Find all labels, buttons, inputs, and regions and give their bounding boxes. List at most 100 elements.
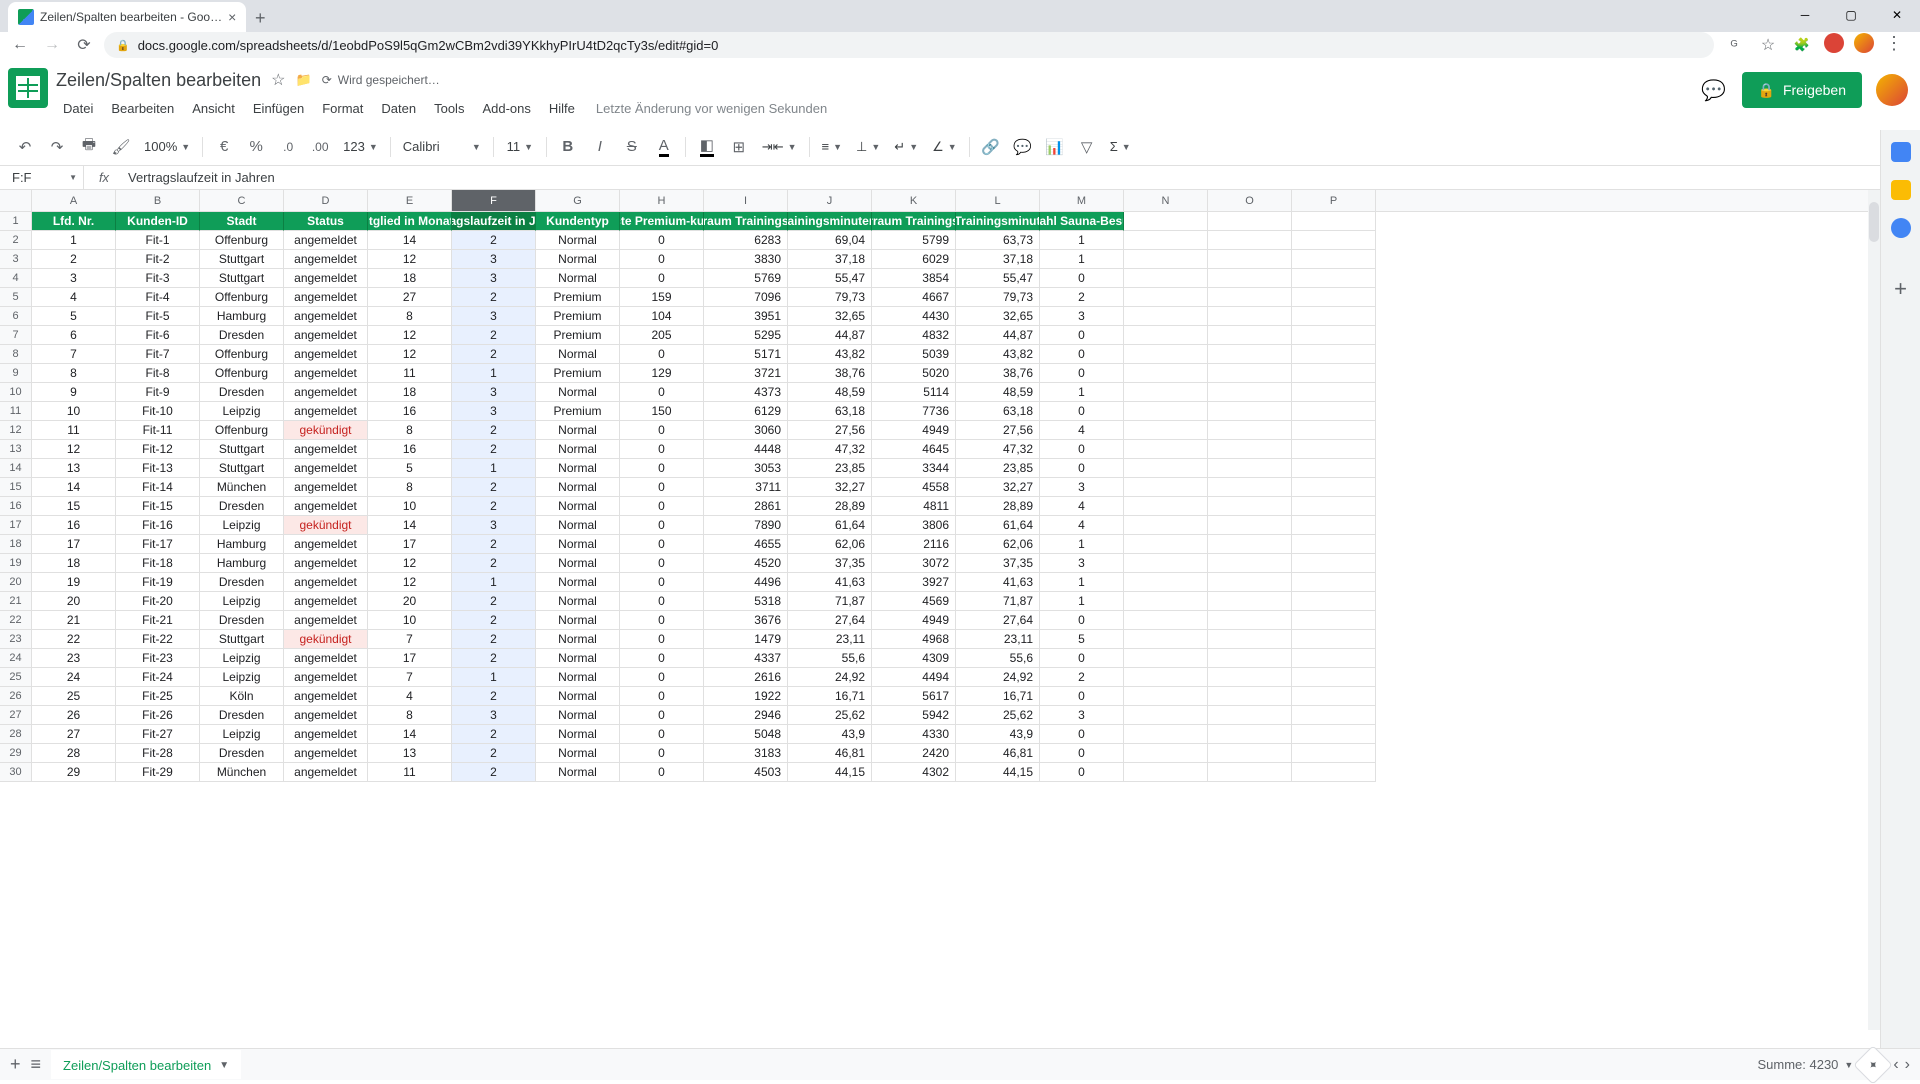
- bookmark-icon[interactable]: ☆: [1756, 33, 1780, 57]
- cell[interactable]: 6: [32, 326, 116, 345]
- sheet-tab-menu-icon[interactable]: ▼: [219, 1060, 229, 1071]
- cell[interactable]: Leipzig: [200, 402, 284, 421]
- cell[interactable]: Premium: [536, 364, 620, 383]
- cell[interactable]: [1208, 516, 1292, 535]
- cell[interactable]: 43,82: [788, 345, 872, 364]
- cell[interactable]: 12: [368, 554, 452, 573]
- cell[interactable]: [1208, 459, 1292, 478]
- cell[interactable]: 3: [452, 250, 536, 269]
- extensions-icon[interactable]: 🧩: [1790, 33, 1814, 57]
- column-header[interactable]: M: [1040, 190, 1124, 211]
- row-header[interactable]: 2: [0, 231, 32, 250]
- cell[interactable]: Normal: [536, 231, 620, 250]
- cell[interactable]: 22: [32, 630, 116, 649]
- translate-icon[interactable]: ᴳ: [1722, 33, 1746, 57]
- cell[interactable]: 63,18: [956, 402, 1040, 421]
- link-icon[interactable]: 🔗: [976, 132, 1006, 162]
- column-header[interactable]: K: [872, 190, 956, 211]
- column-header[interactable]: F: [452, 190, 536, 211]
- row-header[interactable]: 22: [0, 611, 32, 630]
- cell[interactable]: 1: [1040, 592, 1124, 611]
- cell[interactable]: [1292, 440, 1376, 459]
- redo-icon[interactable]: ↷: [42, 132, 72, 162]
- cell[interactable]: 0: [620, 535, 704, 554]
- tasks-icon[interactable]: [1891, 218, 1911, 238]
- undo-icon[interactable]: ↶: [10, 132, 40, 162]
- cell[interactable]: 24,92: [956, 668, 1040, 687]
- cell[interactable]: 0: [1040, 459, 1124, 478]
- cell[interactable]: 4: [32, 288, 116, 307]
- functions-icon[interactable]: Σ▼: [1104, 139, 1137, 154]
- cell[interactable]: 25: [32, 687, 116, 706]
- currency-icon[interactable]: €: [209, 132, 239, 162]
- column-header[interactable]: L: [956, 190, 1040, 211]
- cell[interactable]: 7096: [704, 288, 788, 307]
- cell[interactable]: Offenburg: [200, 345, 284, 364]
- cell[interactable]: angemeldet: [284, 744, 368, 763]
- cell[interactable]: 44,87: [788, 326, 872, 345]
- row-header[interactable]: 11: [0, 402, 32, 421]
- cell[interactable]: 4: [1040, 421, 1124, 440]
- window-close-icon[interactable]: ✕: [1874, 0, 1920, 30]
- row-header[interactable]: 15: [0, 478, 32, 497]
- cell[interactable]: Leipzig: [200, 725, 284, 744]
- cell[interactable]: 37,18: [788, 250, 872, 269]
- cell[interactable]: 1: [32, 231, 116, 250]
- cell[interactable]: Köln: [200, 687, 284, 706]
- cell[interactable]: 2: [452, 345, 536, 364]
- cell[interactable]: angemeldet: [284, 269, 368, 288]
- cell[interactable]: 5799: [872, 231, 956, 250]
- browser-tab[interactable]: Zeilen/Spalten bearbeiten - Goo… ×: [8, 2, 246, 32]
- cell[interactable]: 27,56: [788, 421, 872, 440]
- cell[interactable]: 0: [1040, 744, 1124, 763]
- cell[interactable]: 15: [32, 497, 116, 516]
- strikethrough-icon[interactable]: S: [617, 132, 647, 162]
- cell[interactable]: angemeldet: [284, 554, 368, 573]
- cell[interactable]: 1: [452, 573, 536, 592]
- cell[interactable]: [1208, 402, 1292, 421]
- cell[interactable]: 6129: [704, 402, 788, 421]
- cell[interactable]: 32,65: [956, 307, 1040, 326]
- cell[interactable]: [1208, 630, 1292, 649]
- cell[interactable]: gekündigt: [284, 421, 368, 440]
- cell[interactable]: 14: [368, 231, 452, 250]
- cell[interactable]: 13: [368, 744, 452, 763]
- cell[interactable]: 29: [32, 763, 116, 782]
- cell[interactable]: 28,89: [956, 497, 1040, 516]
- cell[interactable]: angemeldet: [284, 611, 368, 630]
- row-header[interactable]: 6: [0, 307, 32, 326]
- cell[interactable]: 2: [452, 630, 536, 649]
- header-cell[interactable]: cte Premium-kur: [620, 212, 704, 231]
- cell[interactable]: 38,76: [956, 364, 1040, 383]
- cell[interactable]: 10: [368, 497, 452, 516]
- cell[interactable]: [1124, 307, 1208, 326]
- cell[interactable]: 55,6: [956, 649, 1040, 668]
- new-tab-button[interactable]: +: [246, 4, 274, 32]
- cell[interactable]: 2: [452, 326, 536, 345]
- cell[interactable]: [1292, 459, 1376, 478]
- cell[interactable]: Fit-12: [116, 440, 200, 459]
- cell[interactable]: 18: [32, 554, 116, 573]
- cell[interactable]: 28: [32, 744, 116, 763]
- cell[interactable]: Normal: [536, 554, 620, 573]
- cell[interactable]: Stuttgart: [200, 459, 284, 478]
- cell[interactable]: 14: [32, 478, 116, 497]
- cell[interactable]: [1292, 649, 1376, 668]
- cell[interactable]: [1208, 345, 1292, 364]
- sheet-nav-left-icon[interactable]: ‹: [1893, 1056, 1898, 1074]
- cell[interactable]: 3: [452, 269, 536, 288]
- cell[interactable]: 69,04: [788, 231, 872, 250]
- cell[interactable]: Normal: [536, 345, 620, 364]
- cell[interactable]: 21: [32, 611, 116, 630]
- cell[interactable]: 2: [452, 611, 536, 630]
- column-header[interactable]: N: [1124, 190, 1208, 211]
- cell[interactable]: [1208, 478, 1292, 497]
- cell[interactable]: 12: [368, 573, 452, 592]
- cell[interactable]: [1208, 250, 1292, 269]
- cell[interactable]: [1124, 592, 1208, 611]
- cell[interactable]: [1208, 668, 1292, 687]
- cell[interactable]: 55,6: [788, 649, 872, 668]
- fill-color-icon[interactable]: ◧: [692, 132, 722, 162]
- cell[interactable]: [1208, 592, 1292, 611]
- reload-icon[interactable]: ⟳: [72, 33, 96, 57]
